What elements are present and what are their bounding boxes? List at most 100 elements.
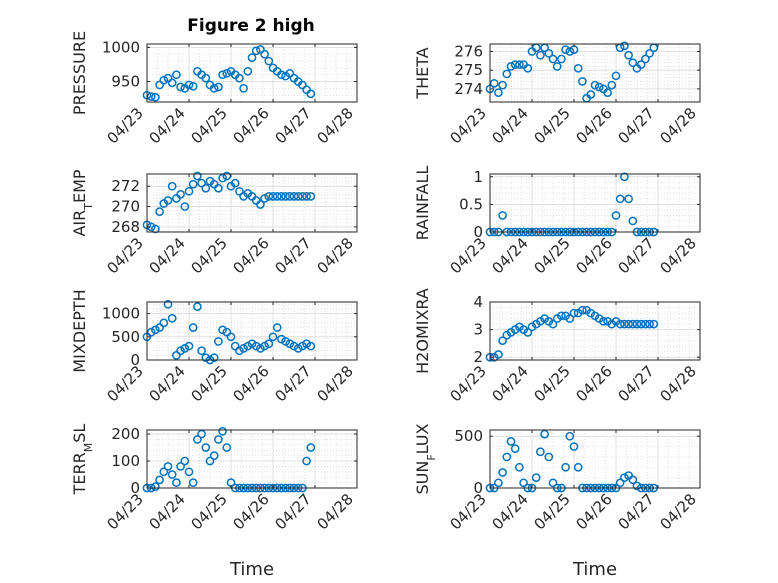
data-point: [285, 68, 295, 78]
data-point: [302, 456, 311, 466]
y-tick-label: 268: [111, 218, 140, 236]
data-point: [632, 319, 642, 329]
data-point: [163, 196, 173, 205]
data-point: [260, 49, 269, 59]
data-point: [561, 462, 570, 472]
data-point: [557, 311, 566, 321]
x-axis-label: Time: [572, 559, 617, 580]
data-point: [167, 78, 177, 88]
data-point: [544, 452, 554, 462]
data-point: [573, 462, 583, 472]
data-point: [506, 437, 516, 446]
data-point: [603, 88, 612, 97]
data-point: [498, 211, 507, 220]
data-point: [498, 336, 507, 346]
y-axis-label: H2OMIXRA: [413, 288, 432, 374]
data-point: [193, 171, 202, 181]
data-point: [214, 82, 223, 92]
y-tick-label: 275: [454, 61, 483, 79]
data-point: [214, 337, 223, 346]
data-point: [256, 200, 265, 209]
y-tick-label: 0: [130, 479, 140, 497]
y-axis-label: SUNFLUX: [413, 423, 438, 494]
data-point: [281, 337, 290, 346]
data-point: [226, 332, 236, 342]
data-point: [285, 192, 295, 201]
data-point: [494, 350, 503, 359]
data-point: [188, 323, 198, 332]
data-point: [611, 211, 621, 220]
data-point: [151, 224, 160, 234]
data-point: [264, 339, 274, 349]
data-series: [485, 305, 659, 362]
axes-box: [489, 301, 701, 361]
data-point: [243, 66, 253, 76]
data-point: [209, 353, 219, 363]
data-point: [277, 334, 286, 344]
y-tick-label: 2: [473, 348, 483, 366]
data-point: [298, 341, 307, 351]
data-point: [218, 426, 227, 436]
data-point: [624, 319, 633, 329]
data-point: [222, 443, 232, 452]
data-point: [565, 47, 575, 56]
data-point: [155, 80, 164, 90]
data-point: [506, 62, 516, 71]
data-point: [260, 194, 269, 203]
data-point: [510, 444, 520, 453]
data-point: [251, 341, 261, 351]
data-point: [176, 190, 185, 199]
data-point: [306, 192, 316, 201]
plot-area: [490, 302, 700, 360]
y-tick-label: 3: [473, 321, 483, 339]
y-tick-label: 1: [473, 168, 483, 186]
y-tick-label: 270: [111, 198, 140, 216]
data-point: [256, 45, 265, 54]
x-axis-label: Time: [229, 559, 274, 580]
data-point: [172, 70, 181, 80]
data-point: [214, 183, 223, 193]
data-point: [544, 49, 554, 58]
data-point: [163, 462, 173, 471]
data-point: [523, 328, 533, 337]
data-point: [239, 84, 248, 93]
data-point: [151, 325, 160, 335]
y-tick-label: 1000: [102, 38, 140, 56]
data-point: [540, 429, 549, 439]
y-tick-label: 500: [111, 328, 140, 346]
data-point: [628, 475, 638, 485]
data-point: [272, 323, 282, 332]
data-point: [235, 73, 244, 83]
data-point: [167, 470, 177, 479]
data-point: [628, 216, 638, 226]
plot-area: [147, 302, 357, 360]
data-point: [209, 84, 219, 93]
data-point: [620, 473, 629, 482]
data-point: [235, 186, 244, 196]
data-point: [201, 353, 211, 363]
data-point: [552, 62, 562, 71]
data-point: [569, 308, 579, 318]
y-tick-label: 276: [454, 42, 483, 60]
y-axis-label: THETA: [413, 47, 432, 99]
data-point: [548, 54, 558, 64]
data-point: [247, 53, 257, 62]
data-point: [607, 80, 617, 90]
data-point: [184, 467, 194, 477]
data-point: [302, 339, 311, 349]
data-point: [502, 69, 512, 79]
chart-pressure: 04/2304/2404/2504/2604/2704/289501000PRE…: [70, 31, 358, 147]
data-point: [163, 73, 173, 83]
data-point: [184, 186, 194, 196]
data-point: [180, 202, 190, 211]
plot-area: [147, 174, 357, 232]
data-point: [569, 442, 579, 451]
data-point: [277, 70, 286, 80]
data-point: [498, 80, 507, 90]
data-point: [218, 325, 227, 335]
data-point: [193, 435, 202, 444]
data-point: [632, 481, 642, 491]
data-point: [298, 80, 307, 90]
data-point: [205, 456, 215, 466]
